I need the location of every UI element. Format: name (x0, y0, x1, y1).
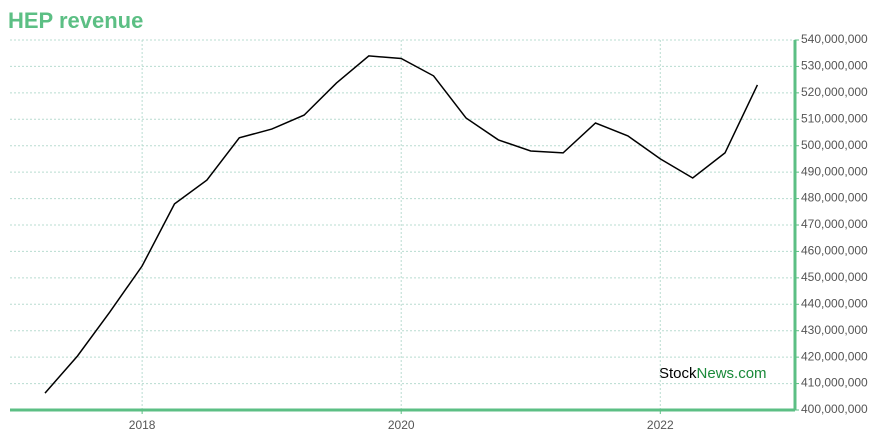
watermark-news: News.com (697, 365, 767, 382)
y-tick-label: 450,000,000 (801, 270, 868, 284)
y-tick-label: 460,000,000 (801, 244, 868, 258)
y-tick-label: 500,000,000 (801, 138, 868, 152)
y-tick-label: 430,000,000 (801, 323, 868, 337)
x-tick-label: 2022 (647, 418, 674, 432)
y-tick-label: 540,000,000 (801, 32, 868, 46)
y-tick-label: 520,000,000 (801, 85, 868, 99)
y-tick-label: 510,000,000 (801, 111, 868, 125)
x-tick-label: 2020 (388, 418, 415, 432)
y-tick-label: 480,000,000 (801, 191, 868, 205)
y-tick-label: 420,000,000 (801, 349, 868, 363)
watermark: StockNews.com (659, 365, 767, 382)
chart-title: HEP revenue (8, 8, 143, 33)
y-tick-label: 410,000,000 (801, 376, 868, 390)
x-tick-label: 2018 (129, 418, 156, 432)
line-series (44, 55, 759, 394)
y-tick-label: 400,000,000 (801, 402, 868, 416)
y-tick-label: 490,000,000 (801, 164, 868, 178)
y-tick-label: 530,000,000 (801, 59, 868, 73)
y-tick-label: 440,000,000 (801, 296, 868, 310)
watermark-stock: Stock (659, 365, 697, 382)
y-tick-label: 470,000,000 (801, 217, 868, 231)
